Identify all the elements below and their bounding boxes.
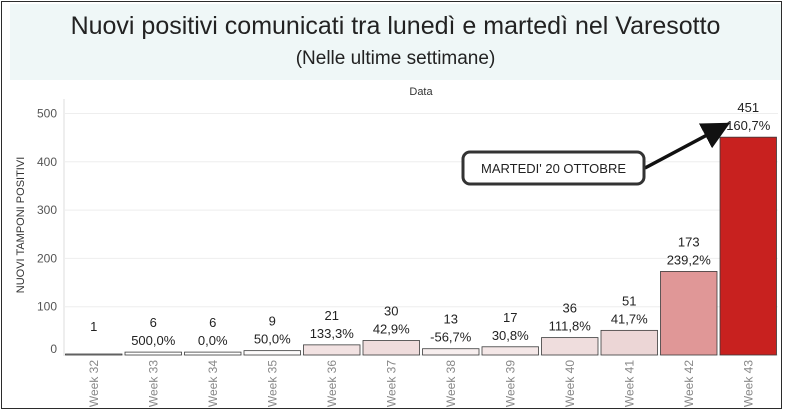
x-tick-label: Week 32	[87, 360, 101, 407]
bar-week-39	[481, 346, 539, 356]
bar-week-34	[184, 351, 242, 356]
value-label: 6	[209, 315, 216, 330]
value-label: 173	[678, 234, 700, 249]
chart-header: Nuovi positivi comunicati tra lunedì e m…	[10, 4, 781, 80]
y-tick-label: 400	[37, 155, 57, 169]
pct-change-label: 111,8%	[549, 319, 592, 334]
x-axis-ticks: Week 32 Week 33 Week 34 Week 35 Week 36 Week …	[87, 360, 756, 407]
value-label: 36	[563, 301, 577, 316]
y-tick-label: 500	[37, 106, 57, 120]
bar-week-35	[243, 350, 301, 356]
pct-change-label: 41,7%	[611, 311, 648, 326]
value-label: 17	[503, 310, 517, 325]
x-tick-label: Week 38	[444, 360, 458, 407]
x-tick-label: Week 33	[146, 360, 160, 407]
x-tick-label: Week 35	[265, 360, 279, 407]
bar-labels: 1 6 500,0% 6 0,0% 9 50,0% 21 133,3% 30 42,9% 13 -56,…	[90, 100, 771, 348]
bar-week-38	[422, 348, 480, 356]
pct-change-label: 133,3%	[310, 326, 355, 341]
pct-change-label: 160,7%	[726, 118, 771, 133]
pct-change-label: 0,0%	[198, 333, 228, 348]
column-header: Data	[409, 86, 433, 98]
grid-lines	[63, 99, 778, 356]
pct-change-label: 50,0%	[254, 332, 291, 347]
pct-change-label: 500,0%	[131, 333, 176, 348]
x-tick-label: Week 39	[503, 360, 517, 407]
value-label: 6	[150, 315, 157, 330]
value-label: 30	[384, 304, 398, 319]
chart-subtitle: (Nelle ultime settimane)	[295, 48, 496, 69]
value-label: 9	[269, 314, 276, 329]
pct-change-label: -56,7%	[430, 330, 472, 345]
chart-title: Nuovi positivi comunicati tra lunedì e m…	[70, 12, 721, 40]
annotation-text: MARTEDI' 20 OTTOBRE	[481, 161, 626, 176]
bar-week-37	[362, 340, 420, 356]
x-tick-label: Week 42	[682, 360, 696, 407]
y-tick-label: 100	[37, 300, 57, 314]
x-tick-label: Week 34	[206, 360, 220, 407]
x-tick-label: Week 41	[622, 360, 636, 407]
bar-week-41	[600, 329, 658, 356]
value-label: 21	[325, 308, 339, 323]
annotation: MARTEDI' 20 OTTOBRE	[461, 122, 731, 186]
bar-week-40	[541, 337, 599, 356]
value-label: 51	[622, 293, 636, 308]
pct-change-label: 30,8%	[492, 328, 529, 343]
value-label: 1	[90, 319, 97, 334]
x-tick-label: Week 43	[741, 360, 755, 407]
value-label: 13	[444, 312, 458, 327]
bar-week-36	[303, 344, 361, 356]
y-tick-label: 300	[37, 203, 57, 217]
x-tick-label: Week 40	[563, 360, 577, 407]
y-tick-label: 0	[50, 342, 57, 356]
bar-week-43	[719, 136, 777, 356]
annotation-box	[461, 150, 646, 186]
bar-week-33	[124, 351, 182, 356]
bars	[65, 136, 777, 356]
pct-change-label: 42,9%	[373, 322, 410, 337]
x-tick-label: Week 36	[325, 360, 339, 407]
x-tick-label: Week 37	[384, 360, 398, 407]
y-tick-label: 200	[37, 251, 57, 265]
value-label: 451	[737, 100, 759, 115]
y-axis-ticks: 0 100 200 300 400 500	[37, 106, 57, 356]
annotation-arrow	[644, 122, 731, 170]
bar-week-32	[65, 353, 123, 356]
y-axis-label: NUOVI TAMPONI POSITIVI	[15, 157, 27, 294]
pct-change-label: 239,2%	[667, 252, 712, 267]
bar-week-42	[660, 271, 718, 356]
